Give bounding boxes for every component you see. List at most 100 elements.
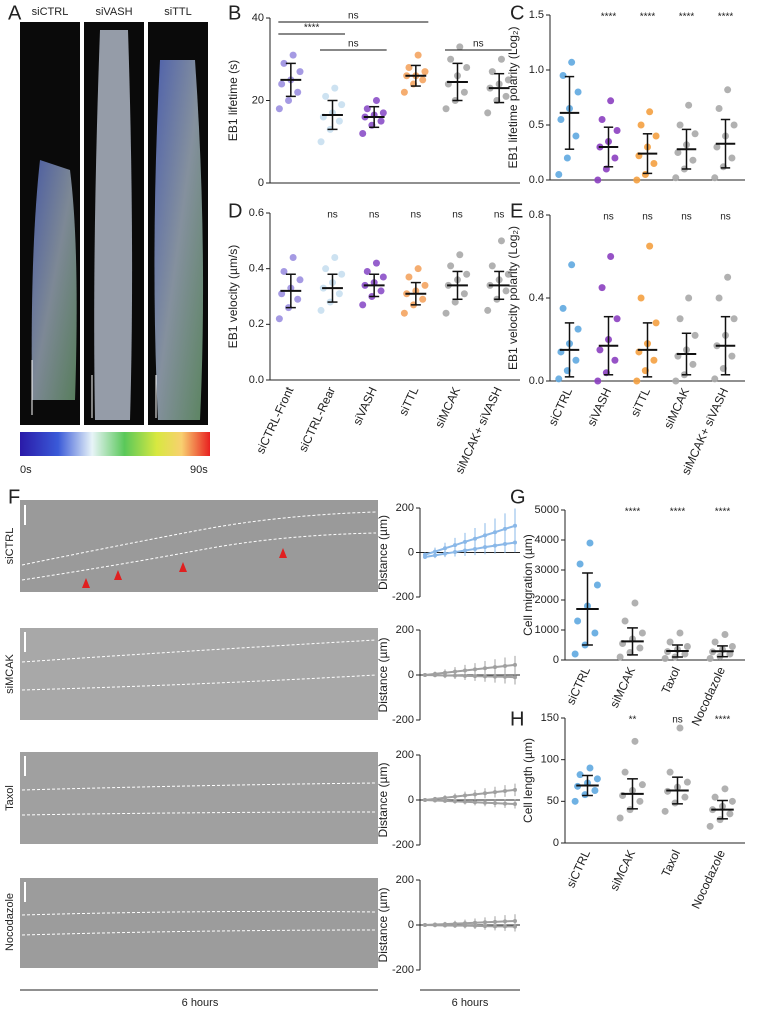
data-point — [442, 105, 450, 113]
x-tick-label: Nocodazole — [689, 847, 729, 911]
data-point — [555, 375, 563, 383]
data-point — [681, 650, 689, 658]
row-label: Taxol — [4, 785, 16, 811]
time-label: 6 hours — [452, 997, 489, 1009]
significance: ns — [642, 212, 653, 223]
data-point — [359, 301, 367, 309]
data-point — [726, 810, 734, 818]
data-point — [278, 290, 286, 298]
data-point — [563, 154, 571, 162]
data-point — [613, 315, 621, 323]
panel-label: G — [510, 486, 526, 508]
y-tick-label: 0.8 — [529, 209, 544, 221]
data-point — [711, 638, 719, 646]
data-point — [488, 68, 496, 76]
significance: **** — [679, 12, 695, 23]
data-point — [335, 290, 343, 298]
y-tick-label: 100 — [541, 754, 559, 766]
panel-label: A — [8, 2, 22, 24]
y-tick-label: 20 — [252, 94, 264, 106]
data-point — [621, 768, 629, 776]
data-point — [335, 117, 343, 125]
data-point — [338, 101, 346, 109]
data-point — [372, 259, 380, 267]
data-point — [557, 116, 565, 123]
x-tick-label: siVASH — [584, 386, 614, 429]
data-point — [596, 346, 604, 354]
data-point — [683, 643, 691, 650]
y-tick-label: 0 — [408, 794, 414, 806]
data-point — [289, 51, 297, 59]
data-point — [711, 793, 719, 801]
panel-label: E — [510, 200, 523, 222]
line — [424, 524, 516, 556]
y-tick-label: 0.5 — [529, 119, 544, 131]
data-point — [672, 174, 680, 182]
data-point — [638, 629, 646, 637]
data-point — [488, 262, 496, 270]
data-point — [285, 97, 293, 104]
data-point — [502, 287, 510, 295]
comparison-label: ns — [348, 11, 359, 22]
y-tick-label: 3000 — [535, 564, 559, 576]
data-point — [484, 109, 492, 117]
data-point — [661, 807, 669, 815]
data-point — [322, 265, 330, 273]
image-label: siVASH — [95, 6, 132, 18]
data-point — [571, 797, 579, 805]
data-point — [414, 51, 422, 59]
y-tick-label: 150 — [541, 712, 559, 724]
data-point — [576, 771, 584, 779]
data-point — [591, 787, 599, 794]
data-point — [338, 270, 346, 278]
data-point — [594, 377, 602, 385]
x-tick-label: siCTRL — [563, 847, 593, 889]
data-point — [586, 539, 594, 547]
data-point — [280, 267, 288, 275]
data-point — [502, 92, 510, 100]
data-point — [631, 599, 639, 607]
data-point — [586, 764, 594, 772]
x-tick-label: Taxol — [659, 665, 684, 696]
data-point — [421, 281, 429, 289]
y-tick-label: 0 — [553, 654, 559, 666]
data-point — [460, 290, 468, 298]
data-point — [631, 737, 639, 745]
y-tick-label: 5000 — [535, 504, 559, 516]
comparison-label: ns — [473, 39, 484, 50]
data-point — [447, 262, 455, 270]
data-point — [724, 273, 732, 281]
y-tick-label: -200 — [392, 714, 414, 726]
data-point — [405, 273, 413, 281]
data-point — [377, 287, 385, 295]
data-point — [721, 785, 729, 793]
data-point — [572, 132, 580, 140]
micrographs — [20, 22, 210, 456]
data-point — [715, 105, 723, 112]
data-point — [636, 644, 644, 652]
y-tick-label: 4000 — [535, 534, 559, 546]
data-point — [372, 97, 380, 104]
x-tick-label: siMCAK — [607, 665, 638, 710]
data-point — [576, 560, 584, 568]
comparison-label: ns — [348, 39, 359, 50]
data-point — [275, 315, 283, 323]
data-point — [650, 356, 658, 364]
y-axis-label: Distance (µm) — [376, 763, 390, 838]
data-point — [447, 55, 455, 63]
data-point — [681, 793, 689, 801]
data-point — [711, 375, 719, 383]
significance: ns — [603, 212, 614, 223]
data-point — [637, 294, 645, 302]
y-tick-label: 0.2 — [249, 318, 264, 330]
y-tick-label: -200 — [392, 964, 414, 976]
data-point — [691, 130, 699, 138]
y-tick-label: 0.6 — [249, 207, 264, 219]
data-point — [706, 822, 714, 830]
data-point — [646, 108, 654, 116]
significance: **** — [718, 12, 734, 23]
data-point — [683, 778, 691, 786]
y-axis-label: EB1 lifetime polarity (Log₂) — [506, 26, 520, 168]
colorbar-max: 90s — [190, 464, 208, 476]
